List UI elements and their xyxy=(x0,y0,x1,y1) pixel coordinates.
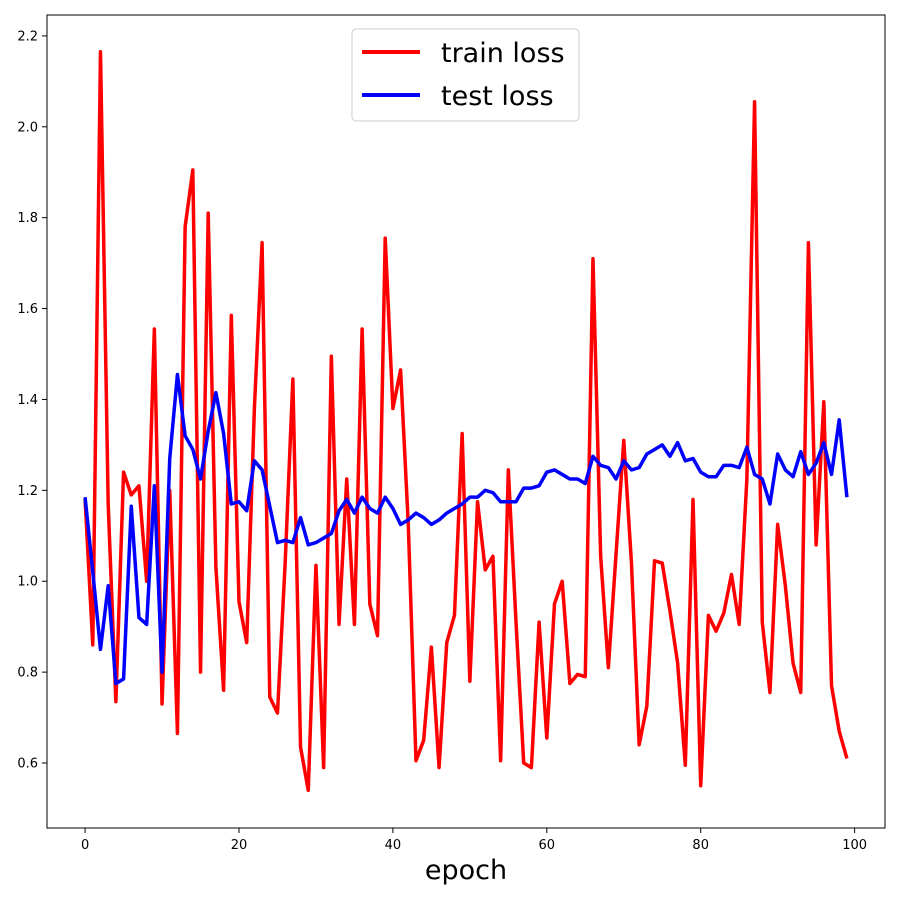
x-axis-label: epoch xyxy=(425,855,507,886)
y-tick-label: 1.6 xyxy=(17,302,38,317)
y-tick-label: 2.2 xyxy=(17,29,38,44)
y-tick-label: 0.8 xyxy=(17,666,38,681)
legend: train loss test loss xyxy=(351,28,580,122)
legend-label-train-loss: train loss xyxy=(441,38,565,69)
legend-label-test-loss: test loss xyxy=(441,81,554,112)
x-tick-label: 0 xyxy=(81,838,89,853)
x-tick-label: 20 xyxy=(231,838,248,853)
x-tick-label: 60 xyxy=(539,838,556,853)
plot-area xyxy=(83,50,849,793)
series-line-test-loss xyxy=(83,372,849,686)
y-tick-label: 1.0 xyxy=(17,575,38,590)
plot-frame xyxy=(46,14,886,829)
series-line-train-loss xyxy=(83,50,849,793)
y-tick-label: 2.0 xyxy=(17,120,38,135)
x-tick-label: 100 xyxy=(842,838,867,853)
y-tick-label: 1.4 xyxy=(17,393,38,408)
x-tick-label: 40 xyxy=(385,838,402,853)
axis-ticks: 0 20 40 60 80 100 0.6 0.8 1.0 1.2 1.4 1.6 1.8 2.0 2.2 xyxy=(17,29,867,853)
y-tick-label: 1.2 xyxy=(17,484,38,499)
x-tick-label: 80 xyxy=(692,838,709,853)
y-tick-label: 0.6 xyxy=(17,757,38,772)
y-tick-label: 1.8 xyxy=(17,211,38,226)
